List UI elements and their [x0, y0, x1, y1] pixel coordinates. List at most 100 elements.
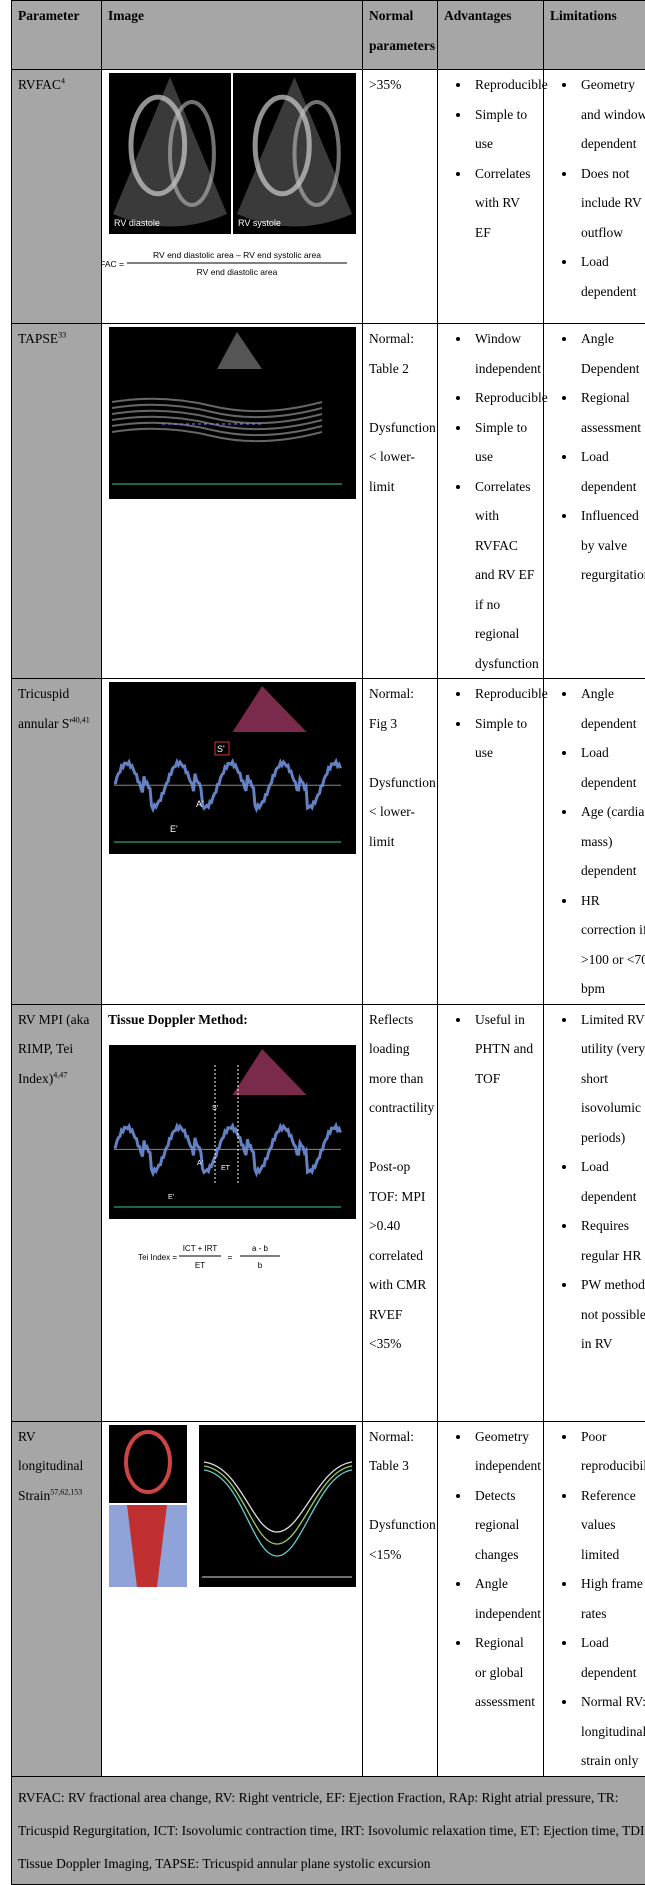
- formula-denominator: b: [258, 1261, 263, 1270]
- limitation-item: Reference values limited: [577, 1481, 645, 1570]
- normal-text: >35%: [369, 70, 431, 100]
- normal-text: Dysfunction < lower-limit: [369, 413, 431, 502]
- limitation-item: Requires regular HR: [577, 1211, 645, 1270]
- doppler-image: [109, 1045, 356, 1219]
- normal-cell: Normal: Table 2 Dysfunction < lower-limit: [363, 324, 438, 679]
- parameter-cell: RV MPI (aka RIMP, Tei Index)4,47: [12, 1004, 102, 1421]
- limitations-cell: Angle DependentRegional assessmentLoad d…: [544, 324, 645, 679]
- limitation-item: Angle dependent: [577, 679, 645, 738]
- image-figure: S'A'E': [102, 679, 363, 963]
- normal-text: Reflects loading more than contractility: [369, 1005, 431, 1123]
- image-figure: [102, 324, 363, 636]
- table-row: TAPSE33 Normal: Table 2 Dysfunction < lowe…: [12, 324, 645, 679]
- image-label: S': [217, 744, 225, 754]
- normal-text: Post-op TOF: MPI >0.40 correlated with C…: [369, 1152, 431, 1359]
- limitations-cell: Poor reproducibilityReference values lim…: [544, 1421, 645, 1776]
- image-heading: Tissue Doppler Method:: [108, 1012, 248, 1027]
- limitations-list: Poor reproducibilityReference values lim…: [550, 1422, 645, 1776]
- limitation-item: Age (cardiac mass) dependent: [577, 797, 645, 886]
- limitations-list: Angle dependentLoad dependentAge (cardia…: [550, 679, 645, 1004]
- advantage-item: Correlates with RV EF: [471, 159, 537, 248]
- limitations-cell: Angle dependentLoad dependentAge (cardia…: [544, 679, 645, 1005]
- footnote: RVFAC: RV fractional area change, RV: Ri…: [12, 1776, 645, 1884]
- parameter-cell: RV longitudinal Strain57,62,153: [12, 1421, 102, 1776]
- limitation-item: PW method not possible in RV: [577, 1270, 645, 1359]
- header-cell: Parameter: [12, 1, 102, 70]
- advantages-cell: ReproducibleSimple to useCorrelates with…: [438, 70, 544, 324]
- image-label: RV diastole: [114, 218, 160, 228]
- footnote-row: RVFAC: RV fractional area change, RV: Ri…: [12, 1776, 645, 1884]
- image-cell: S'A'E': [102, 679, 363, 1005]
- image-figure: Tissue Doppler Method: S' ET A' E' Tei Index …: [102, 1005, 363, 1421]
- advantage-item: Reproducible: [471, 679, 537, 709]
- advantage-item: Simple to use: [471, 413, 537, 472]
- limitation-item: Geometry and window dependent: [577, 70, 645, 159]
- image-label: E': [168, 1194, 174, 1201]
- advantages-list: ReproducibleSimple to use: [444, 679, 537, 768]
- formula-denominator: ET: [195, 1261, 205, 1270]
- advantages-cell: ReproducibleSimple to use: [438, 679, 544, 1005]
- doppler-image: [109, 682, 356, 854]
- limitation-item: HR correction if >100 or <70 bpm: [577, 886, 645, 1004]
- normal-cell: >35%: [363, 70, 438, 324]
- advantage-item: Useful in PHTN and TOF: [471, 1005, 537, 1094]
- advantage-item: Detects regional changes: [471, 1481, 537, 1570]
- limitation-item: Load dependent: [577, 442, 645, 501]
- limitation-item: Poor reproducibility: [577, 1422, 645, 1481]
- limitation-item: Does not include RV outflow: [577, 159, 645, 248]
- advantages-cell: Geometry independentDetects regional cha…: [438, 1421, 544, 1776]
- advantages-list: ReproducibleSimple to useCorrelates with…: [444, 70, 537, 247]
- limitations-cell: Geometry and window dependentDoes not in…: [544, 70, 645, 324]
- limitations-list: Limited RV utility (very short isovolumi…: [550, 1005, 645, 1359]
- formula-numerator: ICT + IRT: [183, 1244, 218, 1253]
- image-label: S': [212, 1105, 218, 1112]
- advantage-item: Simple to use: [471, 100, 537, 159]
- header-cell: Limitations: [544, 1, 645, 70]
- limitation-item: Angle Dependent: [577, 324, 645, 383]
- advantages-cell: Useful in PHTN and TOF: [438, 1004, 544, 1421]
- limitation-item: High frame rates: [577, 1569, 645, 1628]
- parameter-name: Tricuspid annular S': [18, 686, 72, 731]
- image-label: E': [170, 824, 178, 834]
- advantages-list: Window independentReproducibleSimple to …: [444, 324, 537, 678]
- advantage-item: Reproducible: [471, 383, 537, 413]
- limitations-list: Angle DependentRegional assessmentLoad d…: [550, 324, 645, 590]
- parameter-name: RVFAC: [18, 77, 61, 92]
- reference: 4: [61, 77, 65, 86]
- limitations-cell: Limited RV utility (very short isovolumi…: [544, 1004, 645, 1421]
- advantage-item: Geometry independent: [471, 1422, 537, 1481]
- image-label: A': [197, 1160, 203, 1167]
- limitation-item: Load dependent: [577, 738, 645, 797]
- limitation-item: Load dependent: [577, 247, 645, 306]
- limitation-item: Regional assessment: [577, 383, 645, 442]
- advantage-item: Reproducible: [471, 70, 537, 100]
- image-label: ET: [221, 1165, 231, 1172]
- formula-lhs: Tei Index =: [138, 1253, 177, 1262]
- strain-graph: [199, 1425, 356, 1587]
- normal-text: Normal: Fig 3: [369, 679, 431, 738]
- normal-text: Normal: Table 2: [369, 324, 431, 383]
- advantage-item: Angle independent: [471, 1569, 537, 1628]
- limitations-list: Geometry and window dependentDoes not in…: [550, 70, 645, 306]
- formula-numerator: RV end diastolic area – RV end systolic …: [153, 250, 321, 260]
- normal-text: Dysfunction < lower-limit: [369, 768, 431, 857]
- normal-cell: Normal: Fig 3 Dysfunction < lower-limit: [363, 679, 438, 1005]
- limitation-item: Limited RV utility (very short isovolumi…: [577, 1005, 645, 1153]
- formula-eq: =: [228, 1253, 233, 1262]
- table-row: RV longitudinal Strain57,62,153 Normal: T…: [12, 1421, 645, 1776]
- advantages-list: Geometry independentDetects regional cha…: [444, 1422, 537, 1717]
- advantage-item: Correlates with RVFAC and RV EF if no re…: [471, 472, 537, 679]
- reference: 33: [58, 331, 66, 340]
- advantages-list: Useful in PHTN and TOF: [444, 1005, 537, 1094]
- advantage-item: Window independent: [471, 324, 537, 383]
- formula-denominator: RV end diastolic area: [197, 267, 278, 277]
- parameter-cell: TAPSE33: [12, 324, 102, 679]
